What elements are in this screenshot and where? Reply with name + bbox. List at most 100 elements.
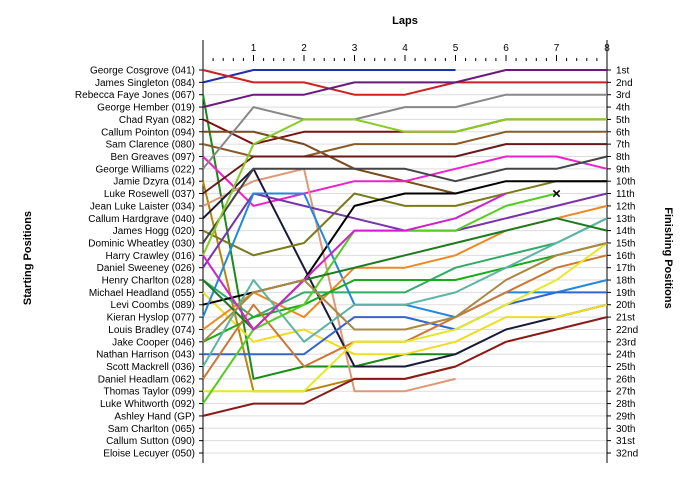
series-line-24 [203, 291, 607, 356]
start-label-29: Ashley Hand (GP) [114, 411, 195, 422]
start-label-4: George Hember (019) [97, 103, 195, 114]
finish-label-30th: 30th [616, 424, 635, 435]
start-label-16: Harry Crawley (016) [106, 251, 195, 262]
start-label-18: Henry Charlton (028) [102, 276, 195, 287]
lap-label-3: 3 [352, 43, 358, 54]
x-tick-labels: 1 2 3 4 5 6 7 8 [251, 43, 611, 54]
start-label-26: Daniel Headlam (062) [98, 374, 195, 385]
finish-label-20th: 20th [616, 300, 635, 311]
start-label-14: James Hogg (020) [113, 226, 195, 237]
finish-label-3rd: 3rd [616, 90, 630, 101]
start-label-25: Scott Mackrell (036) [106, 362, 195, 373]
finish-label-15th: 15th [616, 238, 635, 249]
series-line-32 [202, 242, 608, 343]
series-line-15 [202, 155, 608, 244]
start-label-12: Jean Luke Laister (034) [90, 201, 195, 212]
lap-label-4: 4 [402, 43, 408, 54]
starting-position-labels: George Cosgrove (041)James Singleton (08… [75, 66, 195, 460]
start-label-17: Daniel Sweeney (026) [97, 263, 195, 274]
start-label-10: Jamie Dzyra (014) [113, 177, 195, 188]
finish-label-26th: 26th [616, 374, 635, 385]
series-line-31 [202, 192, 507, 331]
start-label-31: Callum Sutton (090) [106, 436, 195, 447]
start-label-27: Thomas Taylor (099) [103, 387, 195, 398]
start-label-32: Eloise Lecuyer (050) [103, 449, 195, 460]
start-label-7: Sam Clarence (080) [106, 140, 195, 151]
series-line-12 [202, 167, 456, 393]
start-label-8: Ben Greaves (097) [111, 152, 196, 163]
start-label-15: Dominic Wheatley (030) [88, 238, 195, 249]
series-lines [202, 69, 608, 417]
y2-axis-label: Finishing Positions [662, 207, 674, 308]
series-line-28 [202, 316, 608, 417]
start-label-30: Sam Charlton (065) [108, 424, 195, 435]
finish-label-17th: 17th [616, 263, 635, 274]
lap-label-8: 8 [604, 43, 610, 54]
series-line-2 [202, 69, 607, 96]
lap-label-1: 1 [251, 43, 257, 54]
lap-label-7: 7 [554, 43, 560, 54]
start-label-21: Kieran Hyslop (077) [107, 313, 195, 324]
finish-label-23rd: 23rd [616, 337, 636, 348]
finish-label-27th: 27th [616, 387, 635, 398]
start-label-3: Rebecca Faye Jones (067) [75, 90, 195, 101]
marker-x: × [552, 186, 561, 203]
finish-label-6th: 6th [616, 127, 630, 138]
series-line-25 [202, 217, 608, 368]
series-line-16 [202, 118, 607, 256]
finish-label-16th: 16th [616, 251, 635, 262]
series-line-27 [203, 242, 608, 393]
start-label-22: Louis Bradley (074) [108, 325, 195, 336]
series-line-4 [202, 69, 607, 109]
chart-markers: × [552, 186, 561, 203]
start-label-19: Michael Headland (055) [89, 288, 195, 299]
y-axis-label: Starting Positions [22, 211, 34, 305]
series-line-6 [203, 130, 456, 195]
start-label-20: Levi Coombs (089) [111, 300, 195, 311]
finish-label-1st: 1st [616, 66, 630, 77]
series-line-18 [202, 217, 608, 319]
gridlines [203, 69, 607, 454]
finish-label-2nd: 2nd [616, 78, 633, 89]
finish-label-8th: 8th [616, 152, 630, 163]
lap-label-5: 5 [453, 43, 459, 54]
finish-label-5th: 5th [616, 115, 630, 126]
start-label-9: George Williams (022) [96, 164, 195, 175]
start-label-24: Nathan Harrison (043) [96, 350, 195, 361]
finish-label-10th: 10th [616, 177, 635, 188]
series-line-1 [202, 69, 456, 84]
finish-label-32nd: 32nd [616, 449, 638, 460]
series-line-11 [202, 143, 607, 195]
finish-label-18th: 18th [616, 276, 635, 287]
start-label-1: George Cosgrove (041) [90, 66, 195, 77]
start-label-13: Callum Hardgrave (040) [88, 214, 195, 225]
finish-label-22nd: 22nd [616, 325, 638, 336]
finish-label-9th: 9th [616, 164, 630, 175]
finish-label-25th: 25th [616, 362, 635, 373]
lap-label-6: 6 [503, 43, 509, 54]
start-label-6: Callum Pointon (094) [101, 127, 195, 138]
lap-label-2: 2 [301, 43, 307, 54]
chart-title: Laps [392, 15, 418, 27]
series-line-13 [202, 167, 608, 368]
finish-label-12th: 12th [616, 201, 635, 212]
finish-label-7th: 7th [616, 140, 630, 151]
finish-label-28th: 28th [616, 399, 635, 410]
start-label-5: Chad Ryan (082) [119, 115, 195, 126]
series-line-19 [202, 291, 608, 356]
series-line-9 [202, 93, 607, 170]
start-label-2: James Singleton (084) [95, 78, 195, 89]
finish-label-29th: 29th [616, 411, 635, 422]
start-label-23: Jake Cooper (046) [112, 337, 195, 348]
series-line-14 [202, 180, 607, 257]
finish-label-11th: 11th [616, 189, 635, 200]
finish-label-19th: 19th [616, 288, 635, 299]
finish-label-13th: 13th [616, 214, 635, 225]
finish-label-31st: 31st [616, 436, 635, 447]
finish-label-4th: 4th [616, 103, 630, 114]
axes [199, 40, 611, 463]
start-label-28: Luke Whitworth (092) [100, 399, 195, 410]
finish-label-14th: 14th [616, 226, 635, 237]
